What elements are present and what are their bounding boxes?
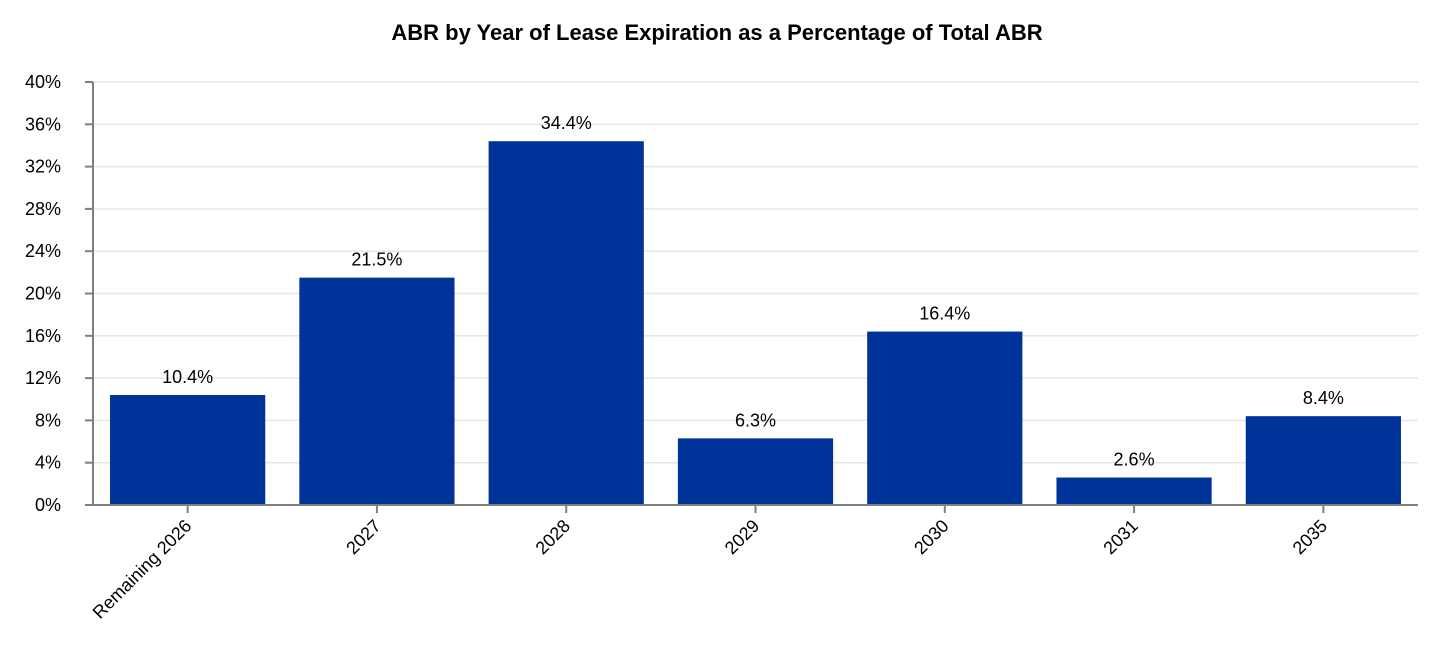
data-label: 6.3% bbox=[735, 410, 776, 430]
y-tick-label: 4% bbox=[35, 453, 61, 473]
y-tick-label: 12% bbox=[25, 368, 61, 388]
data-labels: 10.4% 21.5% 34.4% 6.3% 16.4% 2.6% 8.4% bbox=[162, 113, 1344, 469]
x-tick-label: 2030 bbox=[910, 516, 952, 558]
x-tick-label: 2031 bbox=[1099, 516, 1141, 558]
bar bbox=[677, 438, 834, 505]
bar bbox=[110, 395, 266, 505]
data-label: 2.6% bbox=[1114, 450, 1155, 470]
data-label: 8.4% bbox=[1303, 388, 1344, 408]
y-tick-label: 8% bbox=[35, 410, 61, 430]
x-tick-label: 2027 bbox=[342, 516, 384, 558]
chart-title: ABR by Year of Lease Expiration as a Per… bbox=[391, 20, 1042, 45]
x-tick-label: 2028 bbox=[532, 516, 574, 558]
y-tick-label: 0% bbox=[35, 495, 61, 515]
axes: 0% 4% 8% 12% 16% 20% 24% 28% 32% 36% 40% Remaining … bbox=[25, 72, 1418, 623]
x-tick-label: Remaining 2026 bbox=[89, 516, 196, 623]
data-label: 10.4% bbox=[162, 367, 213, 387]
y-tick-label: 16% bbox=[25, 326, 61, 346]
x-tick-label: 2029 bbox=[721, 516, 763, 558]
data-label: 34.4% bbox=[541, 113, 592, 133]
y-tick-label: 40% bbox=[25, 72, 61, 92]
data-label: 16.4% bbox=[919, 304, 970, 324]
gridlines bbox=[93, 81, 1418, 464]
y-tick-label: 36% bbox=[25, 114, 61, 134]
y-tick-label: 32% bbox=[25, 157, 61, 177]
y-tick-label: 20% bbox=[25, 284, 61, 304]
bar bbox=[488, 141, 644, 505]
bars bbox=[110, 141, 1401, 505]
bar bbox=[1245, 416, 1401, 505]
data-label: 21.5% bbox=[351, 250, 402, 270]
x-tick-label: 2035 bbox=[1289, 516, 1331, 558]
y-tick-label: 24% bbox=[25, 241, 61, 261]
y-tick-label: 28% bbox=[25, 199, 61, 219]
bar bbox=[299, 277, 455, 505]
bar bbox=[867, 331, 1023, 505]
bar bbox=[1056, 477, 1212, 505]
